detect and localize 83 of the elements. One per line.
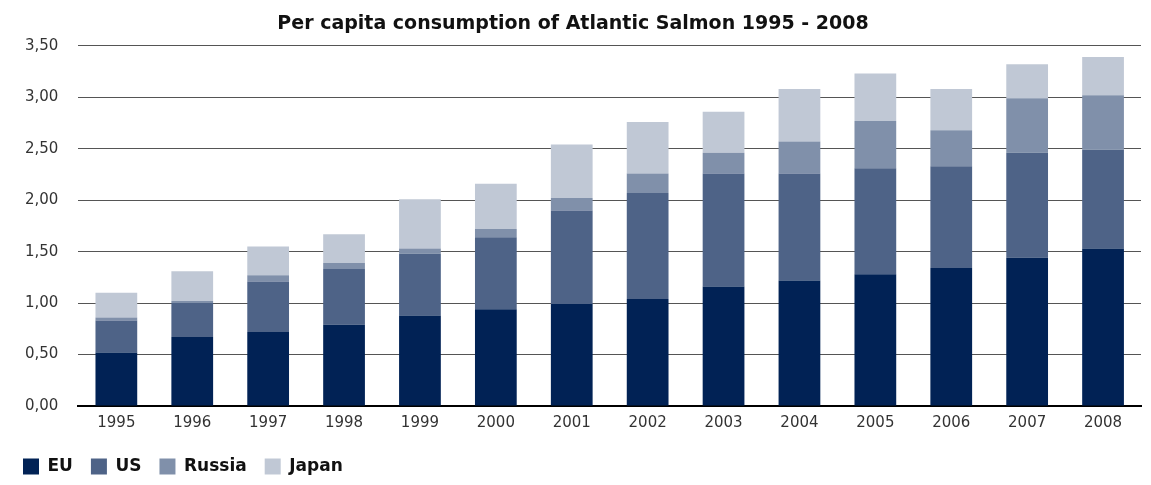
- y-tick-label: 1,00: [24, 292, 59, 311]
- bar: [854, 274, 897, 406]
- bar: [1082, 95, 1124, 150]
- bar: [550, 210, 593, 305]
- bar: [474, 183, 517, 229]
- y-tick-label: 2,50: [24, 138, 59, 157]
- bar: [247, 281, 290, 332]
- x-tick-label: 2003: [704, 412, 743, 431]
- bar: [626, 121, 669, 174]
- bar: [930, 166, 973, 269]
- bar: [1006, 152, 1049, 258]
- x-tick-label: 2004: [780, 412, 819, 431]
- bar: [778, 280, 821, 406]
- bar: [778, 173, 821, 281]
- x-tick-label: 2008: [1083, 412, 1123, 431]
- chart-title: Per capita consumption of Atlantic Salmon 1995 - 2008: [277, 11, 869, 34]
- bar: [171, 271, 214, 302]
- bar: [171, 337, 214, 406]
- y-tick-label: 0,00: [24, 395, 59, 414]
- bar: [702, 111, 745, 153]
- bar: [399, 315, 441, 406]
- bar: [778, 89, 821, 142]
- bar: [323, 262, 365, 270]
- x-tick-label: 2002: [628, 412, 667, 431]
- bar: [626, 298, 669, 406]
- x-tick-label: 2000: [476, 412, 515, 431]
- bar: [930, 89, 973, 131]
- bar: [474, 228, 517, 238]
- bar: [399, 253, 441, 316]
- x-tick-label: 2006: [932, 412, 971, 431]
- bar: [550, 144, 593, 199]
- bar: [1006, 257, 1049, 406]
- x-tick-label: 2005: [856, 412, 895, 431]
- bar: [1006, 64, 1049, 99]
- bar: [702, 173, 745, 287]
- bar: [323, 234, 365, 263]
- x-tick-label: 2001: [552, 412, 591, 431]
- y-tick-label: 0,50: [24, 344, 59, 363]
- x-tick-label: 1996: [173, 412, 212, 431]
- legend-label: EU: [47, 454, 73, 475]
- bar: [95, 292, 138, 318]
- bar: [399, 248, 441, 254]
- bar: [930, 268, 973, 406]
- bar: [550, 304, 593, 406]
- bar: [702, 152, 745, 174]
- bar: [854, 120, 897, 169]
- bar: [474, 237, 517, 310]
- bar: [474, 309, 517, 406]
- bar: [778, 141, 821, 174]
- bar: [626, 192, 669, 299]
- x-tick-label: 1995: [97, 412, 136, 431]
- y-tick-label: 1,50: [24, 241, 59, 260]
- bar: [854, 168, 897, 275]
- bar: [95, 317, 138, 321]
- legend-label: Russia: [183, 454, 247, 475]
- bar: [247, 331, 290, 406]
- bar: [550, 198, 593, 211]
- bar: [323, 269, 365, 325]
- bar: [1006, 98, 1049, 153]
- legend-label: US: [115, 454, 142, 475]
- y-tick-label: 2,00: [24, 190, 59, 209]
- y-tick-label: 3,50: [24, 35, 59, 54]
- bar: [702, 286, 745, 406]
- x-tick-label: 1998: [324, 412, 364, 431]
- bar: [930, 130, 973, 167]
- bar: [1082, 248, 1124, 406]
- x-tick-label: 2007: [1008, 412, 1047, 431]
- bar: [247, 275, 290, 282]
- y-tick-label: 3,00: [24, 87, 59, 106]
- bar: [323, 324, 365, 406]
- x-tick-label: 1999: [400, 412, 440, 431]
- bar: [854, 73, 897, 121]
- bar: [247, 246, 290, 276]
- bar: [1082, 149, 1124, 249]
- bar: [399, 199, 441, 249]
- bar: [1082, 57, 1124, 96]
- bar: [171, 303, 214, 338]
- bar: [95, 320, 138, 353]
- bar: [171, 301, 214, 304]
- legend-label: Japan: [288, 454, 343, 475]
- bar: [95, 352, 138, 406]
- x-tick-label: 1997: [249, 412, 288, 431]
- bar: [626, 173, 669, 193]
